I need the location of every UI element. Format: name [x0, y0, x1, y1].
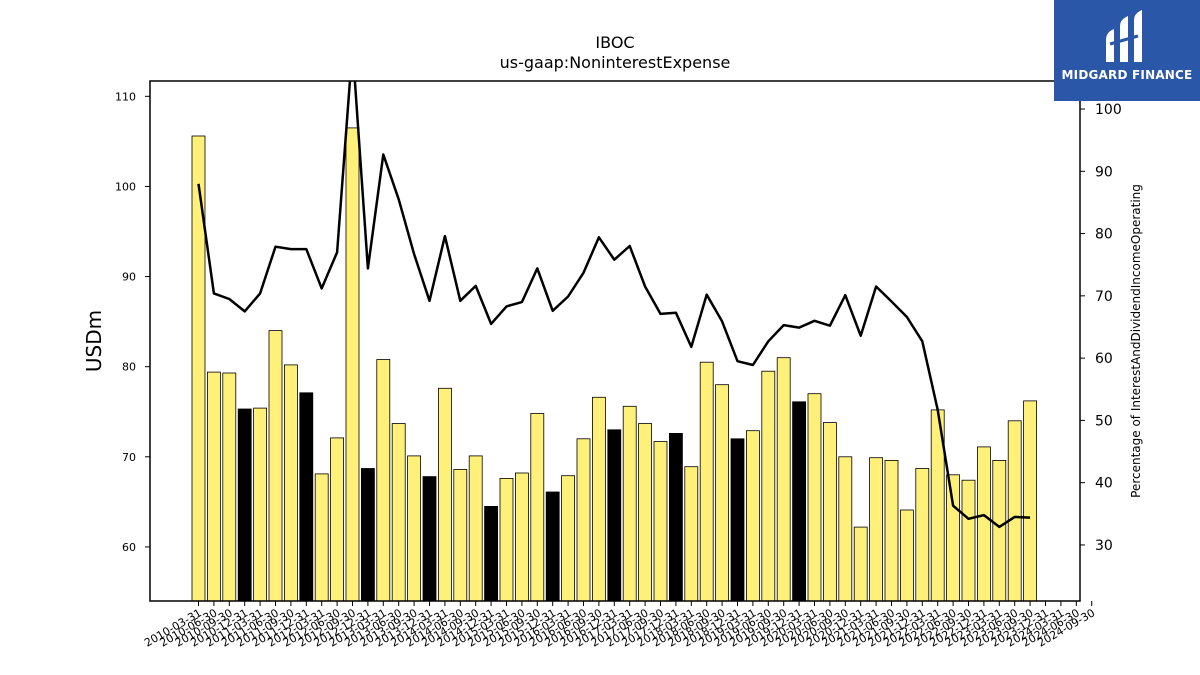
y-tick-label: 80: [122, 361, 136, 374]
series-line: [197, 81, 1031, 529]
brand-logo: MIDGARD FINANCE: [1054, 0, 1200, 101]
bar: [684, 466, 699, 602]
chart-subtitle: us-gaap:NoninterestExpense: [500, 53, 731, 72]
bar: [715, 384, 729, 602]
bar: [869, 457, 883, 602]
y2-tick-label: 70: [1095, 289, 1113, 305]
bar: [746, 430, 760, 602]
bar: [761, 370, 776, 602]
bar: [900, 509, 914, 602]
bar: [299, 392, 314, 602]
y-axis-label: USDm: [82, 310, 106, 372]
bar: [669, 432, 683, 602]
y2-tick-label: 30: [1095, 538, 1113, 554]
y2-tick-label: 40: [1095, 476, 1113, 492]
y-tick-label: 90: [122, 271, 136, 284]
bar: [222, 372, 237, 602]
bar: [453, 468, 468, 602]
bar: [807, 393, 822, 602]
y2-tick-label: 90: [1095, 164, 1113, 180]
y2-tick-label: 60: [1095, 351, 1113, 367]
y2-tick-label: 80: [1095, 227, 1113, 243]
bar: [977, 446, 991, 602]
y2-axis-label: Percentage of InterestAndDividendIncomeO…: [1129, 184, 1143, 498]
bar: [776, 357, 791, 602]
bar: [391, 423, 406, 602]
bar: [823, 422, 837, 602]
bar: [468, 455, 483, 602]
bar: [206, 371, 221, 602]
bar: [191, 135, 206, 602]
bar: [884, 459, 899, 602]
bar: [1007, 420, 1022, 602]
bar: [576, 438, 591, 602]
bar: [915, 468, 930, 602]
bar: [330, 437, 345, 602]
bar: [853, 526, 868, 602]
bar: [961, 479, 976, 602]
bar: [946, 474, 960, 602]
y-tick-label: 110: [115, 90, 136, 103]
y2-tick-label: 100: [1095, 102, 1122, 118]
bar: [422, 476, 437, 602]
bar: [499, 477, 514, 602]
bar: [992, 459, 1007, 602]
y-tick-label: 100: [115, 180, 136, 193]
bar: [253, 407, 268, 602]
y2-tick-label: 50: [1095, 413, 1113, 429]
bar: [592, 396, 606, 602]
bar: [283, 364, 298, 602]
bar: [314, 473, 329, 602]
bar: [607, 429, 622, 602]
bar: [622, 405, 637, 602]
bar: [653, 441, 668, 602]
bar: [545, 491, 560, 602]
bar: [345, 127, 360, 602]
plot-frame: [149, 80, 1081, 602]
bar: [1023, 400, 1037, 602]
bar: [561, 475, 575, 602]
bar: [699, 361, 714, 602]
bar: [484, 505, 499, 602]
bar: [237, 408, 252, 602]
bar: [730, 438, 745, 602]
bar: [268, 330, 283, 602]
bar: [792, 401, 806, 602]
bar: [407, 455, 422, 602]
bar: [530, 413, 545, 602]
y-tick-label: 60: [122, 541, 136, 554]
bar: [838, 456, 853, 602]
bar: [360, 468, 375, 602]
chart-title: IBOC: [595, 33, 634, 52]
bar: [376, 359, 391, 602]
logo-mark-icon: [1106, 10, 1142, 62]
y-tick-label: 70: [122, 451, 136, 464]
bar: [437, 387, 452, 602]
bar: [638, 423, 652, 602]
bar: [515, 472, 529, 602]
